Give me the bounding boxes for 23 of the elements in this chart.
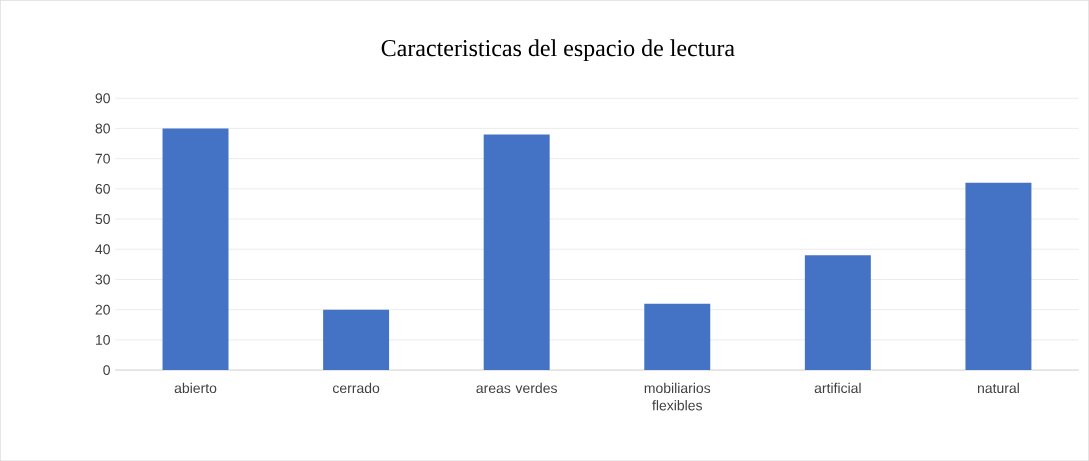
x-tick-label: areas verdes — [476, 382, 557, 393]
y-tick-label: 50 — [95, 213, 110, 224]
bar — [804, 255, 871, 370]
y-tick-label: 70 — [95, 153, 110, 164]
y-tick-label: 60 — [95, 183, 110, 194]
x-tick-label: cerrado — [332, 382, 380, 393]
y-tick-label: 0 — [103, 364, 110, 375]
bar — [483, 134, 550, 370]
x-tick-label: mobiliarios flexibles — [644, 382, 711, 411]
bar — [323, 309, 390, 370]
y-tick-label: 80 — [95, 123, 110, 134]
y-tick-label: 90 — [95, 93, 110, 104]
x-tick-label: abierto — [174, 382, 217, 393]
bar — [965, 182, 1032, 370]
bar — [644, 303, 711, 370]
x-tick-label: natural — [977, 382, 1019, 393]
y-tick-label: 10 — [96, 334, 110, 345]
y-tick-label: 20 — [95, 304, 110, 315]
bar — [162, 128, 229, 370]
x-tick-label: artificial — [814, 382, 861, 393]
chart-title: Caracteristicas del espacio de lectura — [381, 39, 735, 61]
y-tick-label: 30 — [95, 274, 110, 285]
y-tick-label: 40 — [95, 244, 110, 255]
